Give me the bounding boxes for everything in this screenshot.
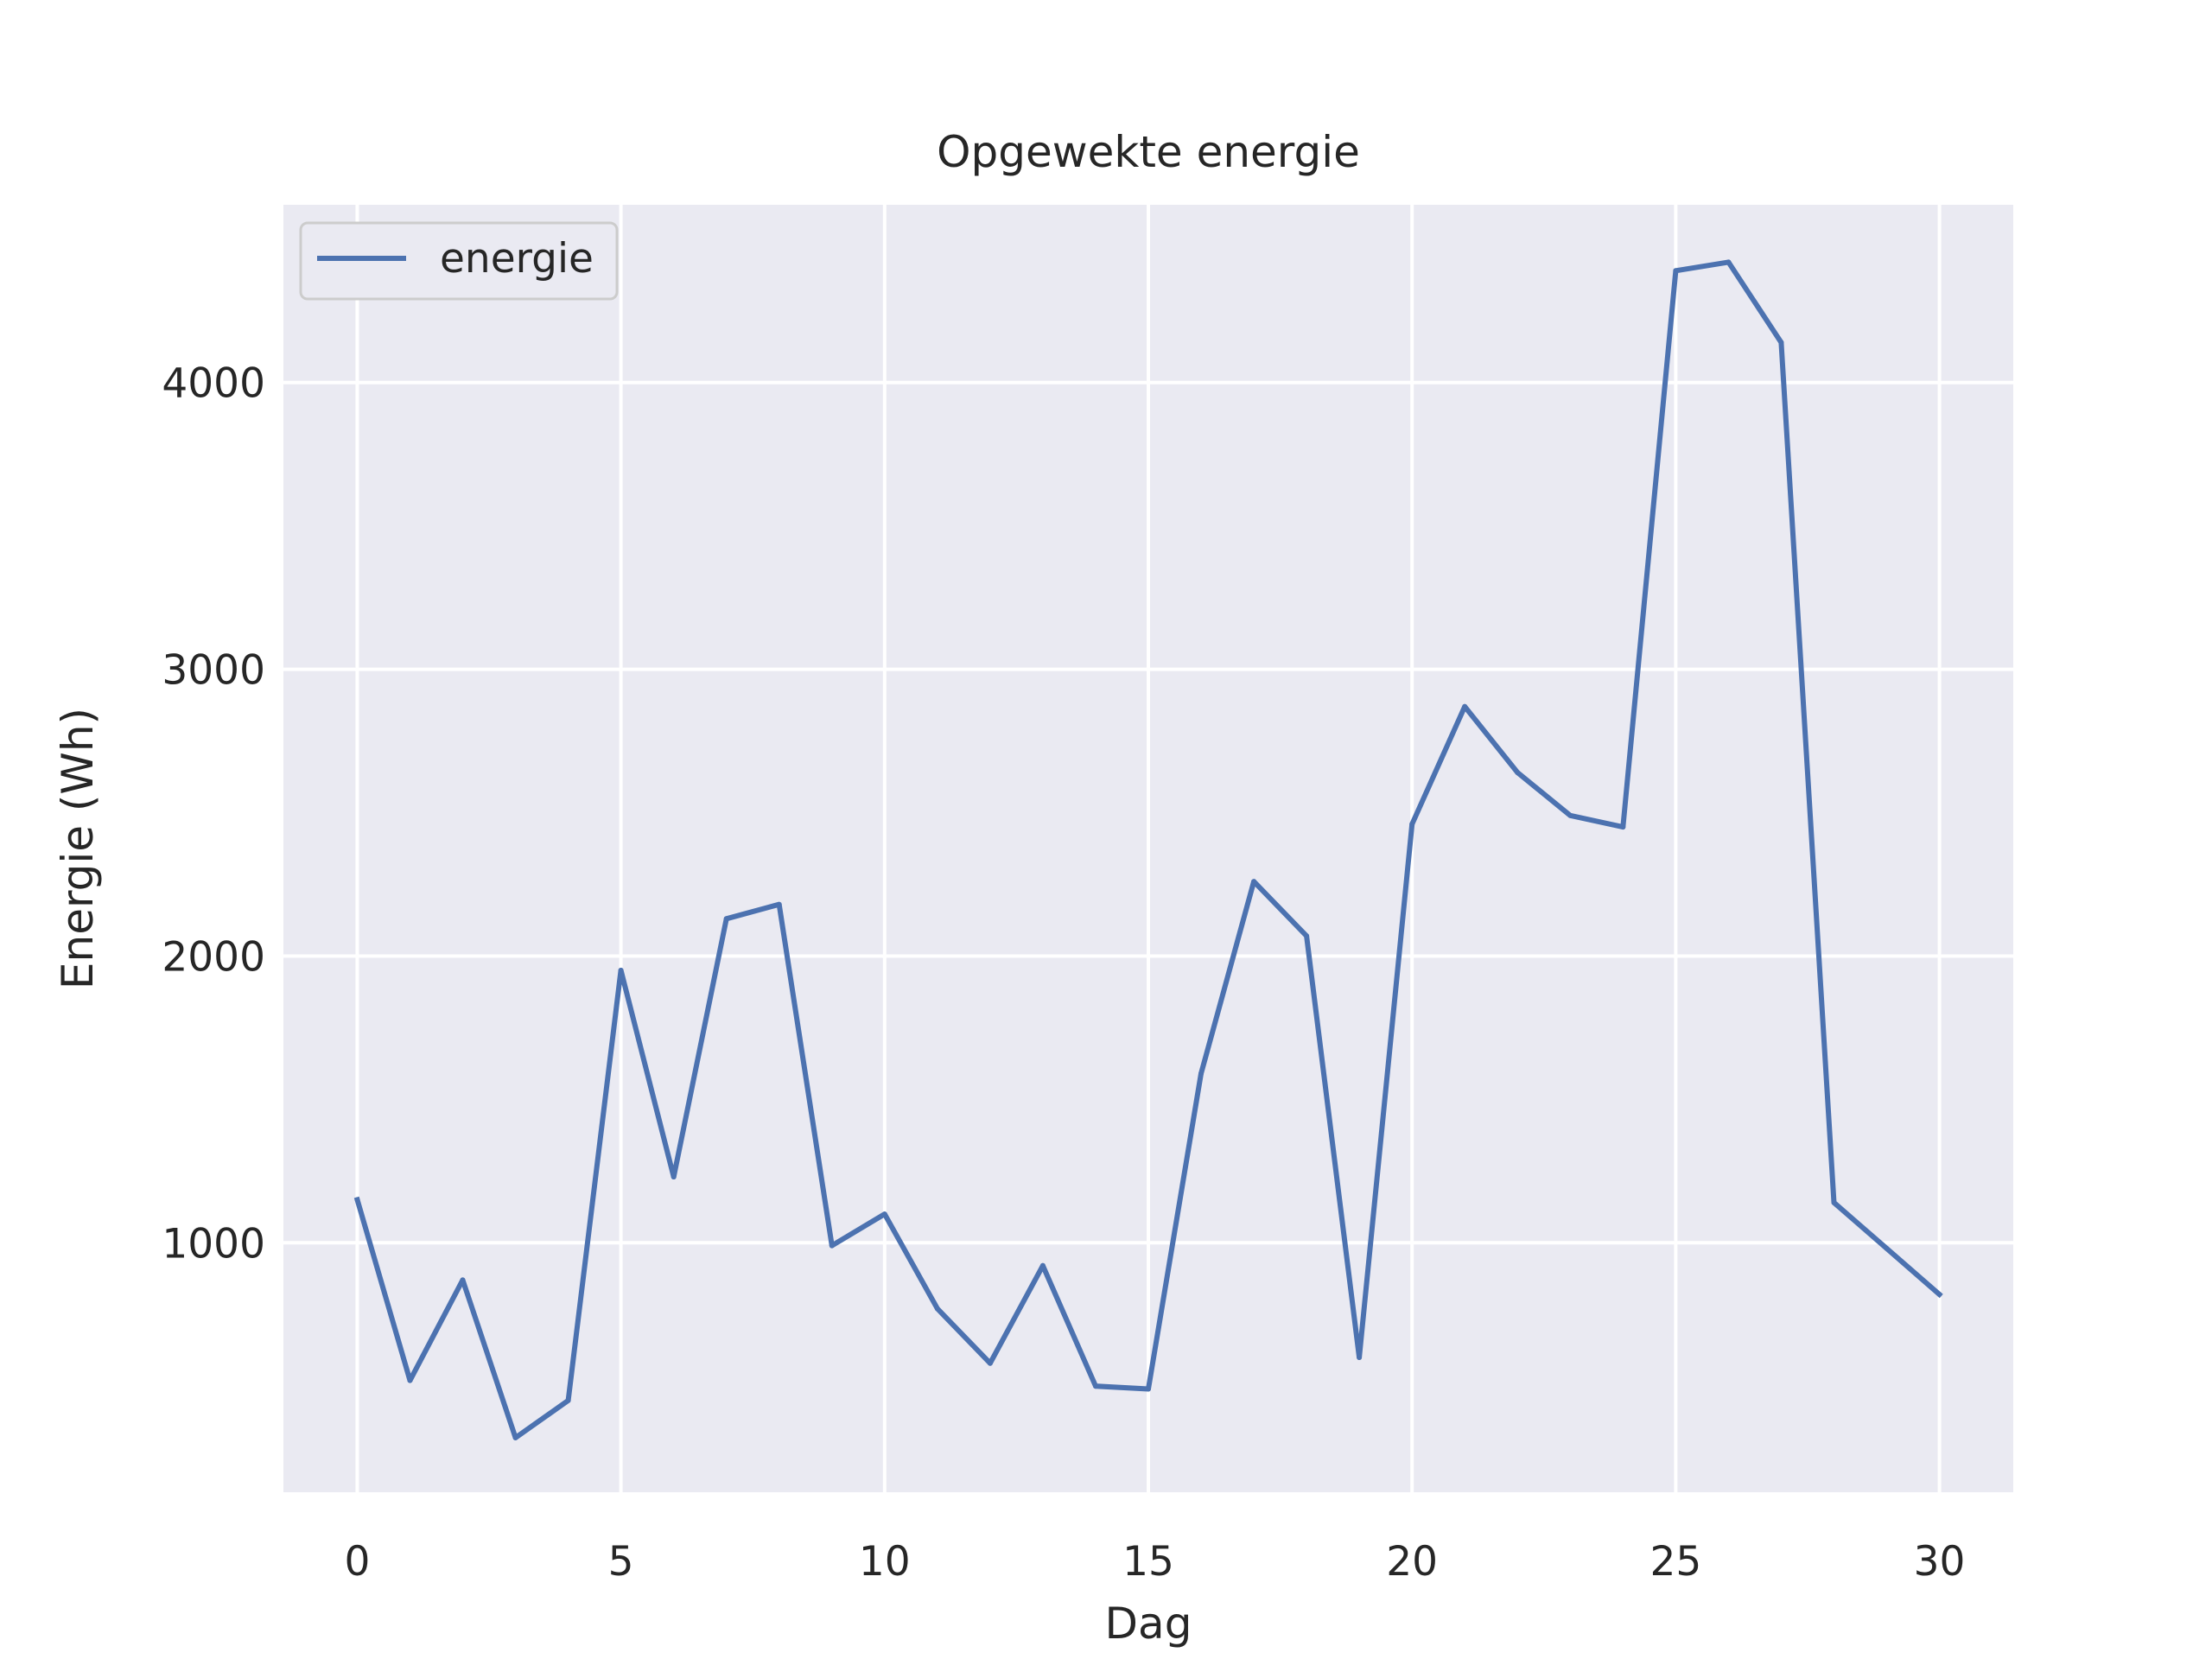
series-lines [353,259,1943,1440]
data-point [723,916,729,922]
data-point [934,1306,940,1312]
legend-box [299,221,619,301]
legend: energie [299,221,619,301]
data-point [881,1211,887,1217]
data-point [1251,879,1257,885]
data-point [512,1434,518,1440]
data-point [1039,1262,1046,1268]
x-axis-label: Dag [1105,1599,1192,1649]
legend-label: energie [440,235,594,283]
data-point [1884,1245,1890,1251]
data-point [1093,1383,1098,1389]
data-point [1198,1071,1204,1077]
data-point [1146,1386,1151,1392]
grid-lines [283,205,2013,1492]
data-point [460,1277,466,1283]
x-tick-label: 30 [1914,1538,1966,1586]
data-point [354,1197,360,1203]
data-point [1567,812,1573,818]
y-tick-label: 4000 [162,360,265,408]
data-point [1831,1199,1837,1205]
x-tick-label: 5 [608,1538,634,1586]
x-tick-label: 15 [1122,1538,1174,1586]
data-point [1304,933,1310,939]
x-tick-label: 25 [1649,1538,1701,1586]
data-point [618,968,624,973]
y-axis-label: Energie (Wh) [53,708,103,989]
x-tick-label: 10 [859,1538,911,1586]
y-tick-label: 3000 [162,647,265,695]
data-point [1778,340,1784,346]
data-point [776,901,782,907]
data-point [1515,770,1521,776]
data-point [565,1397,571,1403]
data-point [407,1377,413,1383]
data-point [1936,1292,1942,1297]
chart-title: Opgewekte energie [937,127,1360,177]
x-tick-label: 20 [1386,1538,1438,1586]
data-point [987,1360,993,1366]
y-tick-label: 1000 [162,1220,265,1268]
data-point [1357,1355,1363,1360]
y-tick-label: 2000 [162,933,265,981]
data-point [1620,824,1626,830]
tick-labels: 0 5 10 15 20 25 30 1000 2000 3000 4000 [162,360,1965,1586]
data-point [671,1174,677,1179]
x-tick-label: 0 [344,1538,370,1586]
data-point [1673,268,1679,274]
data-point [1409,821,1415,827]
data-point [829,1243,835,1249]
data-point [1726,259,1732,265]
data-point [1462,703,1468,709]
